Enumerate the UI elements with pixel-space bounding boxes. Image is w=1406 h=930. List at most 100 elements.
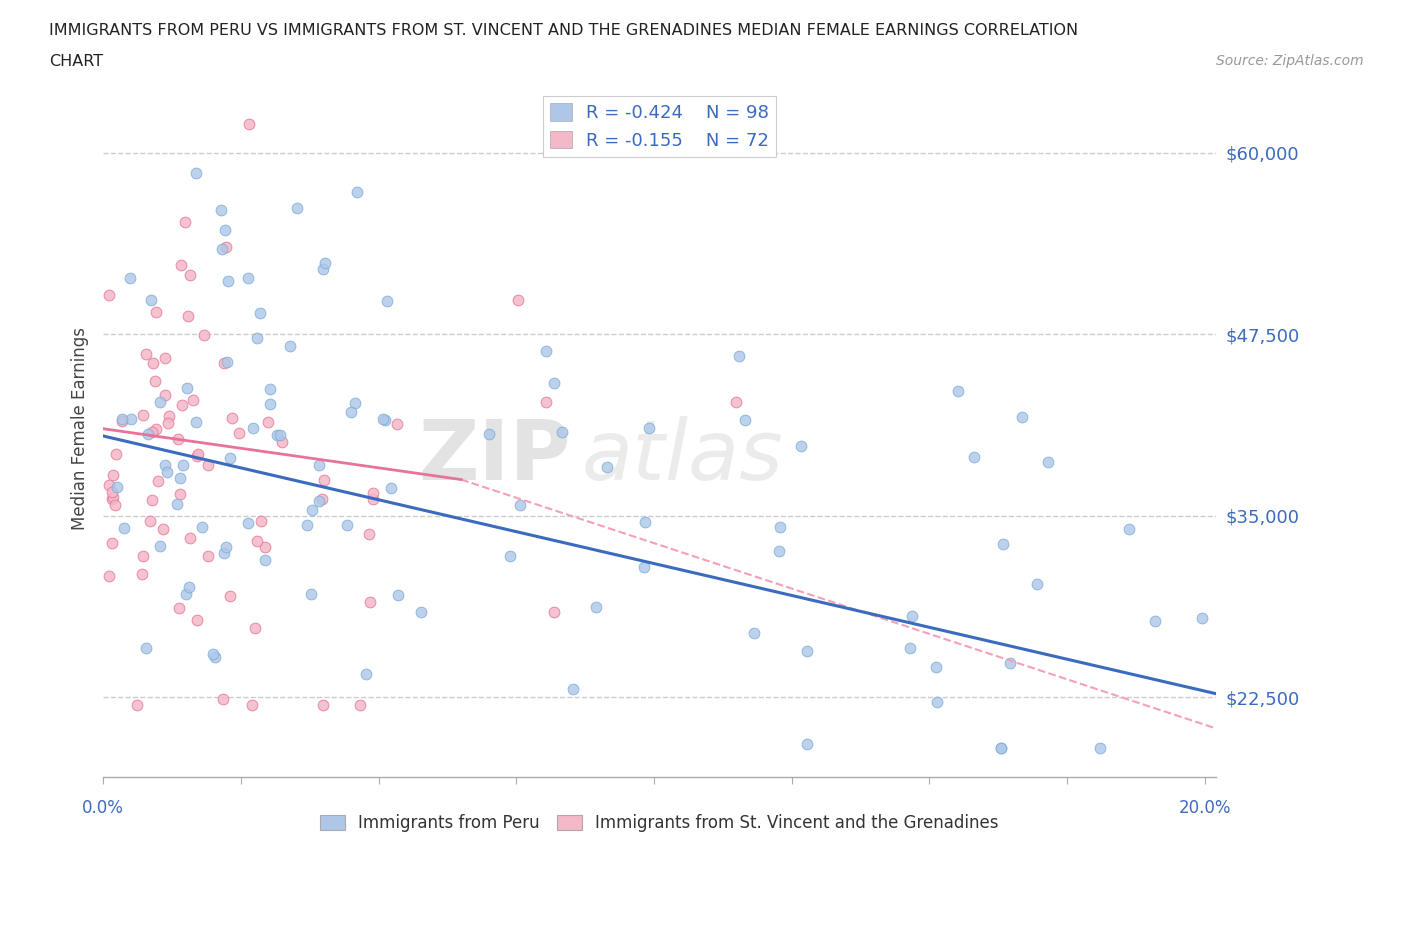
- Point: [585, 599, 607, 614]
- Point: [100, 491, 122, 506]
- Point: [179, 267, 201, 282]
- Point: [176, 380, 198, 395]
- Point: [543, 376, 565, 391]
- Point: [948, 384, 970, 399]
- Point: [596, 459, 619, 474]
- Point: [769, 520, 792, 535]
- Point: [197, 549, 219, 564]
- Text: ZIP: ZIP: [418, 416, 571, 498]
- Point: [259, 396, 281, 411]
- Point: [176, 309, 198, 324]
- Point: [120, 412, 142, 427]
- Point: [278, 339, 301, 353]
- Text: 20.0%: 20.0%: [1178, 799, 1230, 817]
- Point: [209, 202, 232, 217]
- Point: [768, 544, 790, 559]
- Point: [197, 458, 219, 472]
- Point: [157, 416, 180, 431]
- Point: [1088, 741, 1111, 756]
- Point: [361, 485, 384, 500]
- Point: [120, 271, 142, 286]
- Point: [344, 396, 367, 411]
- Point: [270, 435, 292, 450]
- Point: [167, 600, 190, 615]
- Point: [172, 458, 194, 472]
- Point: [136, 427, 159, 442]
- Point: [314, 256, 336, 271]
- Point: [259, 381, 281, 396]
- Point: [141, 424, 163, 439]
- Point: [499, 549, 522, 564]
- Point: [169, 471, 191, 485]
- Text: 0.0%: 0.0%: [82, 799, 124, 817]
- Point: [311, 492, 333, 507]
- Point: [135, 347, 157, 362]
- Point: [633, 560, 655, 575]
- Legend: Immigrants from Peru, Immigrants from St. Vincent and the Grenadines: Immigrants from Peru, Immigrants from St…: [314, 807, 1005, 839]
- Point: [336, 518, 359, 533]
- Point: [925, 659, 948, 674]
- Point: [111, 413, 134, 428]
- Point: [478, 426, 501, 441]
- Point: [246, 534, 269, 549]
- Point: [790, 438, 813, 453]
- Point: [186, 613, 208, 628]
- Point: [221, 411, 243, 426]
- Point: [186, 448, 208, 463]
- Point: [156, 464, 179, 479]
- Point: [236, 515, 259, 530]
- Point: [181, 393, 204, 408]
- Point: [287, 200, 309, 215]
- Point: [373, 411, 395, 426]
- Point: [250, 513, 273, 528]
- Point: [796, 737, 818, 751]
- Point: [103, 467, 125, 482]
- Point: [97, 287, 120, 302]
- Point: [254, 539, 277, 554]
- Point: [242, 420, 264, 435]
- Point: [536, 343, 558, 358]
- Point: [312, 698, 335, 712]
- Point: [637, 420, 659, 435]
- Point: [312, 261, 335, 276]
- Point: [734, 412, 756, 427]
- Point: [146, 474, 169, 489]
- Point: [374, 413, 396, 428]
- Point: [375, 294, 398, 309]
- Point: [153, 388, 176, 403]
- Point: [132, 408, 155, 423]
- Point: [1025, 577, 1047, 591]
- Point: [157, 409, 180, 424]
- Point: [238, 271, 260, 286]
- Point: [240, 698, 263, 712]
- Point: [238, 116, 260, 131]
- Point: [508, 293, 530, 308]
- Point: [346, 185, 368, 200]
- Text: IMMIGRANTS FROM PERU VS IMMIGRANTS FROM ST. VINCENT AND THE GRENADINES MEDIAN FE: IMMIGRANTS FROM PERU VS IMMIGRANTS FROM …: [49, 23, 1078, 38]
- Point: [561, 682, 583, 697]
- Point: [112, 520, 135, 535]
- Point: [166, 497, 188, 512]
- Point: [145, 421, 167, 436]
- Point: [169, 486, 191, 501]
- Point: [191, 520, 214, 535]
- Point: [385, 417, 408, 432]
- Point: [101, 536, 124, 551]
- Point: [212, 692, 235, 707]
- Point: [193, 328, 215, 343]
- Point: [204, 649, 226, 664]
- Point: [131, 566, 153, 581]
- Point: [174, 215, 197, 230]
- Point: [354, 667, 377, 682]
- Point: [301, 502, 323, 517]
- Point: [295, 517, 318, 532]
- Point: [380, 480, 402, 495]
- Point: [141, 493, 163, 508]
- Point: [211, 242, 233, 257]
- Point: [543, 604, 565, 619]
- Point: [149, 394, 172, 409]
- Point: [993, 537, 1015, 551]
- Point: [898, 641, 921, 656]
- Point: [184, 415, 207, 430]
- Point: [1144, 614, 1167, 629]
